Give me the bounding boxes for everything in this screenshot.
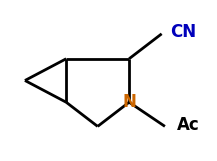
Text: CN: CN [170, 23, 196, 41]
Text: Ac: Ac [177, 116, 200, 134]
Text: N: N [122, 93, 136, 111]
